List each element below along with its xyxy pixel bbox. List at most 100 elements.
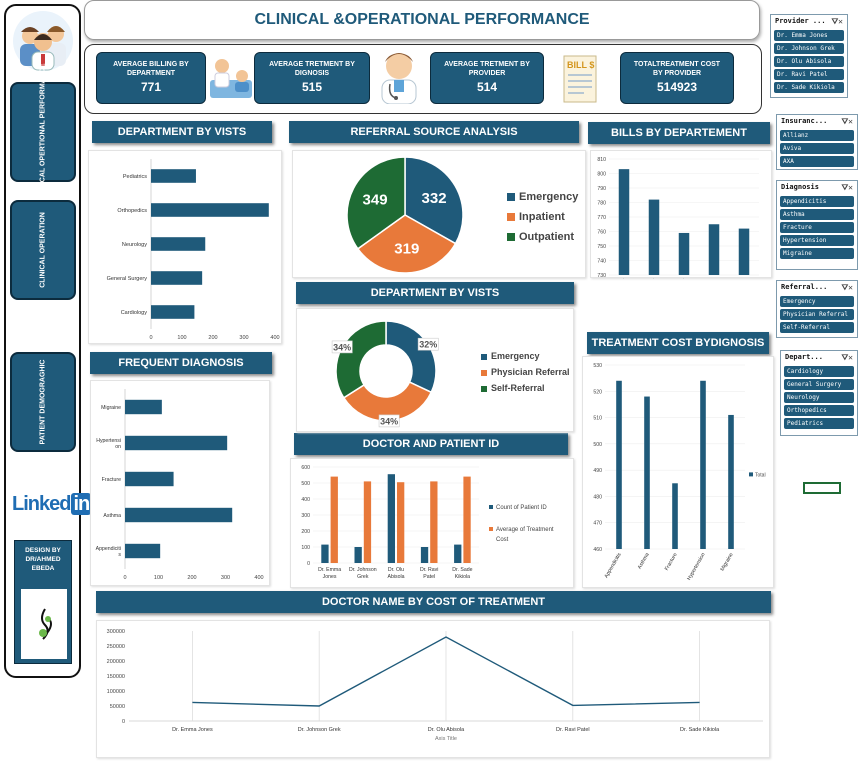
y-tick-label: 0 [307, 561, 310, 567]
slicer-item[interactable]: Aviva [780, 143, 854, 154]
slicer-title: Diagnosis ⛛✕ [777, 181, 857, 194]
slicer-referral[interactable]: Referral... ⛛✕ Emergency Physician Referr… [776, 280, 858, 338]
slicer-item[interactable]: Emergency [780, 296, 854, 307]
nav-patient-demographic[interactable]: PATIENT DEMOGRAGHIC [10, 352, 76, 452]
x-tick-label: 400 [254, 575, 263, 581]
y-tick-label: 490 [593, 468, 602, 474]
data-label: 34% [380, 416, 398, 426]
slicer-item[interactable]: Pediatrics [784, 418, 854, 429]
nav-clinical-operational-performance[interactable]: CLINICAL OPERTIONAL PERFORMANCE [10, 63, 76, 201]
category-label: Dr. Olu [388, 567, 404, 573]
y-tick-label: 400 [301, 497, 310, 503]
category-label: Pediatrics [123, 174, 147, 180]
panel-frequent: 0 100 200 300 400 Migraine Hypertensi on Fractur… [90, 380, 270, 586]
slicer-title-text: Referral... [781, 283, 828, 291]
category-label: Dr. Sade [452, 567, 472, 573]
sidebar [4, 4, 81, 678]
x-tick-label: 200 [187, 575, 196, 581]
pie-slice [346, 156, 406, 250]
slicer-provider[interactable]: Provider ... ⛛✕ Dr. Emma Jones Dr. Johnso… [770, 14, 848, 98]
slicer-item[interactable]: Migraine [780, 248, 854, 259]
bar [644, 396, 650, 549]
slicer-item[interactable]: Orthopedics [784, 405, 854, 416]
y-tick-label: 530 [593, 363, 602, 369]
panel-doctor-cost: 0 50000 100000 150000 200000 250000 300000 Dr. … [96, 620, 770, 758]
slicer-insurance[interactable]: Insuranc... ⛛✕ Allianz Aviva AXA [776, 114, 858, 170]
slicer-item[interactable]: Dr. Sade Kikiola [774, 82, 844, 93]
slicer-diagnosis[interactable]: Diagnosis ⛛✕ Appendicitis Asthma Fracture… [776, 180, 858, 270]
slicer-item[interactable]: Allianz [780, 130, 854, 141]
filter-clear-icon[interactable]: ⛛✕ [841, 117, 853, 126]
bar [330, 476, 338, 563]
filter-clear-icon[interactable]: ⛛✕ [841, 183, 853, 192]
category-label: Grek [357, 574, 369, 580]
nav-clinical-operation[interactable]: CLINICAL OPERATION [10, 200, 76, 300]
slicer-item[interactable]: General Surgery [784, 379, 854, 390]
y-tick-label: 780 [597, 201, 606, 207]
slicer-department[interactable]: Depart... ⛛✕ Cardiology General Surgery N… [780, 350, 858, 436]
bar [454, 544, 462, 563]
slicer-item[interactable]: Asthma [780, 209, 854, 220]
slicer-item[interactable]: Appendicitis [780, 196, 854, 207]
panel-dept-visits-bar: 0 100 200 300 400 Pediatrics Orthopedics Neurol… [88, 150, 282, 344]
patient-care-icon [206, 50, 256, 102]
filter-clear-icon[interactable]: ⛛✕ [841, 283, 853, 292]
chart-doctor-cost: 0 50000 100000 150000 200000 250000 300000 Dr. … [107, 629, 763, 742]
linkedin-logo[interactable]: Linked in [12, 493, 92, 516]
legend-label: Count of Patient ID [496, 505, 547, 511]
slicer-item[interactable]: Hypertension [780, 235, 854, 246]
pie-slice [342, 381, 433, 422]
bill-icon-text: BILL $ [567, 60, 594, 70]
bar [125, 399, 162, 415]
bar [151, 271, 203, 285]
y-tick-label: 740 [597, 259, 606, 265]
bar [125, 435, 228, 451]
legend-swatch [507, 233, 515, 241]
bar [125, 471, 174, 487]
slicer-item[interactable]: Neurology [784, 392, 854, 403]
header-dept-visits-donut: DEPARTMENT BY VISTS [296, 282, 574, 304]
page-title: CLINICAL &OPERATIONAL PERFORMANCE [254, 11, 590, 28]
bar [738, 228, 750, 275]
category-label: Dr. Ravi Patel [556, 727, 590, 733]
slicer-item[interactable]: Dr. Ravi Patel [774, 69, 844, 80]
y-tick-label: 470 [593, 521, 602, 527]
slicer-item[interactable]: Fracture [780, 222, 854, 233]
bar [430, 481, 438, 563]
category-label: Dr. Johnson [349, 567, 377, 573]
slicer-title-text: Provider ... [775, 17, 826, 25]
category-label: Patel [423, 574, 435, 580]
slicer-title-text: Insuranc... [781, 117, 828, 125]
filter-clear-icon[interactable]: ⛛✕ [831, 17, 843, 26]
slicer-item[interactable]: Dr. Olu Abisola [774, 56, 844, 67]
slicer-item[interactable]: Dr. Emma Jones [774, 30, 844, 41]
selected-cell[interactable] [803, 482, 841, 494]
slicer-item[interactable]: AXA [780, 156, 854, 167]
category-label: General Surgery [107, 276, 148, 282]
slicer-item[interactable]: Dr. Johnson Grek [774, 43, 844, 54]
slicer-item[interactable]: Cardiology [784, 366, 854, 377]
data-label: 332 [422, 190, 447, 207]
bar [151, 305, 195, 319]
bar [151, 203, 269, 217]
filter-clear-icon[interactable]: ⛛✕ [841, 353, 853, 362]
category-label: Abisola [387, 574, 404, 580]
panel-referral: 332 319 349 Emergency Inpatient Outpatient [292, 150, 586, 278]
category-label: Cardiology [121, 310, 148, 316]
category-label: General Surgery [634, 278, 658, 279]
category-label: s [118, 552, 121, 558]
data-label: 349 [363, 192, 388, 209]
y-tick-label: 810 [597, 157, 606, 163]
nav-label: CLINICAL OPERTIONAL PERFORMANCE [39, 63, 47, 201]
y-tick-label: 250000 [107, 644, 125, 650]
slicer-item[interactable]: Physician Referral [780, 309, 854, 320]
slicer-item[interactable]: Self-Referral [780, 322, 854, 333]
header-referral: REFERRAL SOURCE ANALYSIS [289, 121, 579, 143]
category-label: on [115, 444, 121, 450]
bar [420, 547, 429, 563]
category-label: Dr. Ravi [420, 567, 438, 573]
bar [354, 547, 362, 563]
category-label: Fracture [102, 477, 121, 483]
y-tick-label: 200000 [107, 659, 125, 665]
chart-dept-visits-donut: 32% 34% 34% Emergency Physician Referral Self… [331, 320, 570, 428]
